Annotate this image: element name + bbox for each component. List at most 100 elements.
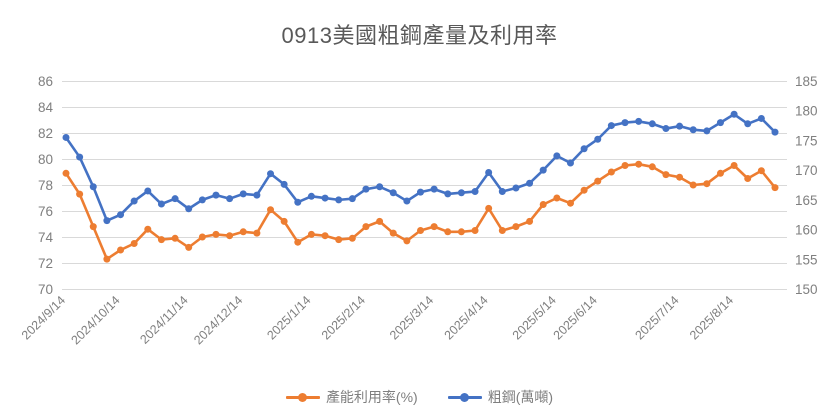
data-point-marker (321, 232, 329, 240)
data-point-marker (89, 223, 97, 231)
right-axis-labels: 150 155 160 165 170 175 180 185 (795, 74, 818, 297)
data-point-marker (566, 199, 574, 207)
data-point-marker (376, 183, 384, 191)
data-point-marker (430, 223, 438, 231)
data-point-marker (307, 230, 315, 238)
data-point-marker (348, 195, 356, 203)
data-point-marker (635, 160, 643, 168)
data-point-marker (662, 125, 670, 133)
data-point-marker (417, 227, 424, 234)
category-axis-tick-label: 2025/1/14 (264, 293, 313, 342)
data-point-marker (471, 188, 479, 196)
data-point-marker (212, 191, 220, 199)
data-point-marker (648, 163, 656, 171)
data-point-marker (226, 195, 234, 203)
data-point-marker (239, 190, 247, 198)
data-point-marker (539, 166, 547, 174)
data-point-marker (498, 188, 506, 196)
data-point-marker (103, 217, 111, 225)
data-point-marker (117, 246, 125, 254)
data-point-marker (335, 236, 343, 244)
data-point-marker (580, 145, 588, 153)
data-point-marker (307, 192, 315, 200)
data-point-marker (716, 169, 724, 177)
data-point-marker (771, 128, 779, 136)
data-point-marker (294, 238, 302, 246)
data-point-marker (512, 184, 520, 192)
data-point-marker (417, 188, 424, 196)
left-axis-tick-label: 86 (38, 74, 53, 89)
legend-label-utilization: 產能利用率(%) (325, 389, 418, 405)
data-point-marker (662, 171, 670, 179)
right-axis-tick-label: 175 (795, 133, 818, 148)
right-axis-tick-label: 185 (795, 74, 818, 89)
data-point-marker (430, 185, 438, 193)
data-point-marker (526, 179, 534, 187)
left-axis-tick-label: 70 (38, 282, 53, 297)
left-axis-tick-label: 78 (38, 178, 53, 193)
series-lines (62, 110, 779, 263)
data-point-marker (362, 185, 370, 193)
data-point-marker (457, 228, 465, 236)
category-axis-tick-label: 2024/9/14 (19, 293, 68, 342)
right-axis-tick-label: 165 (795, 193, 818, 208)
data-point-marker (730, 110, 738, 118)
legend-item-crude-steel[interactable]: 粗鋼(萬噸) (447, 387, 554, 407)
data-point-marker (703, 180, 711, 188)
data-point-marker (771, 184, 779, 192)
data-point-marker (335, 196, 343, 204)
data-point-marker (389, 229, 397, 237)
data-point-marker (76, 190, 84, 198)
category-axis-tick-label: 2025/4/14 (442, 293, 491, 342)
category-axis-tick-label: 2025/8/14 (687, 293, 736, 342)
data-point-marker (676, 173, 684, 181)
data-point-marker (185, 205, 193, 213)
left-axis-labels: 70 72 74 76 78 80 82 84 86 (38, 74, 54, 297)
data-point-marker (389, 189, 397, 197)
data-point-marker (580, 186, 588, 194)
left-axis-tick-label: 80 (38, 152, 53, 167)
data-point-marker (130, 197, 138, 205)
data-point-marker (689, 126, 697, 134)
data-point-marker (703, 127, 711, 135)
data-point-marker (103, 255, 111, 263)
data-point-marker (117, 211, 125, 219)
category-axis-tick-label: 2025/7/14 (632, 293, 681, 342)
data-point-marker (607, 168, 615, 176)
data-point-marker (321, 194, 329, 202)
legend-label-crude-steel: 粗鋼(萬噸) (487, 389, 554, 405)
data-point-marker (130, 240, 138, 247)
category-axis-tick-label: 2024/12/14 (191, 293, 245, 347)
category-axis-tick-label: 2024/11/14 (137, 293, 191, 347)
data-point-marker (280, 180, 288, 188)
data-point-marker (553, 194, 561, 202)
data-point-marker (280, 217, 288, 225)
data-point-marker (553, 152, 561, 160)
data-point-marker (444, 190, 452, 198)
legend-marker-crude-steel-icon (447, 391, 482, 403)
data-point-marker (294, 198, 302, 206)
data-point-marker (376, 217, 384, 225)
data-point-marker (498, 227, 506, 234)
data-point-marker (62, 133, 70, 141)
data-point-marker (198, 196, 206, 204)
data-point-marker (62, 169, 70, 177)
chart-legend: 產能利用率(%) 粗鋼(萬噸) (0, 387, 839, 407)
data-point-marker (757, 167, 765, 175)
right-axis-tick-label: 170 (795, 163, 818, 178)
data-point-marker (185, 243, 193, 251)
right-axis-tick-label: 180 (795, 104, 818, 119)
data-point-marker (157, 200, 165, 208)
data-point-marker (444, 228, 452, 236)
category-axis-tick-label: 2025/5/14 (510, 293, 559, 342)
data-point-marker (485, 169, 493, 177)
data-point-marker (171, 234, 179, 242)
data-point-marker (457, 189, 465, 197)
data-point-marker (621, 162, 629, 169)
data-point-marker (744, 120, 752, 128)
legend-item-utilization[interactable]: 產能利用率(%) (285, 387, 418, 407)
left-axis-tick-label: 76 (38, 204, 53, 219)
data-point-marker (512, 223, 520, 231)
